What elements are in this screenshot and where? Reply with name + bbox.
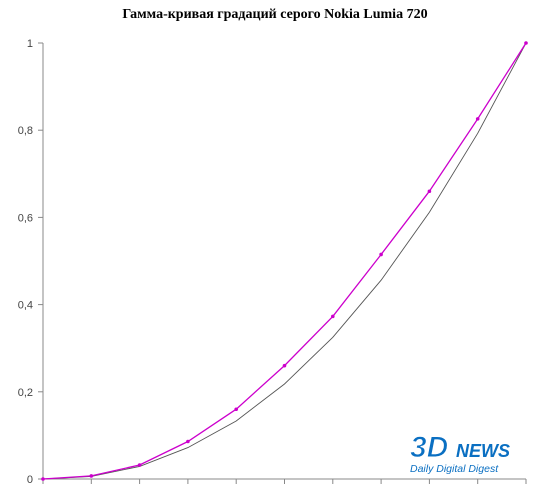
series-point: [282, 363, 287, 368]
series-point: [234, 407, 238, 412]
series-point: [475, 117, 480, 121]
series-point: [524, 41, 528, 45]
logo-tagline: Daily Digital Digest: [410, 463, 499, 475]
y-tick-label: 0,4: [18, 300, 33, 312]
y-tick-label: 0,6: [18, 212, 33, 224]
chart-title: Гамма-кривая градаций серого Nokia Lumia…: [122, 7, 428, 22]
series-point: [41, 477, 45, 481]
y-tick-label: 0: [27, 474, 33, 486]
series-point: [331, 314, 335, 319]
series-point: [137, 463, 142, 467]
series-point: [427, 189, 432, 194]
y-tick-label: 1: [27, 38, 33, 50]
series-point: [186, 439, 190, 444]
y-tick-label: 0,8: [18, 125, 33, 137]
logo-news-text: NEWS: [456, 441, 510, 461]
logo-3d-text: 3D: [410, 431, 448, 464]
y-tick-label: 0,2: [18, 387, 33, 399]
series-line: [42, 42, 527, 480]
series-point: [89, 474, 94, 478]
3dnews-logo: 3D NEWS Daily Digital Digest: [410, 431, 511, 475]
series-point: [379, 252, 383, 257]
series-line: [42, 42, 527, 480]
